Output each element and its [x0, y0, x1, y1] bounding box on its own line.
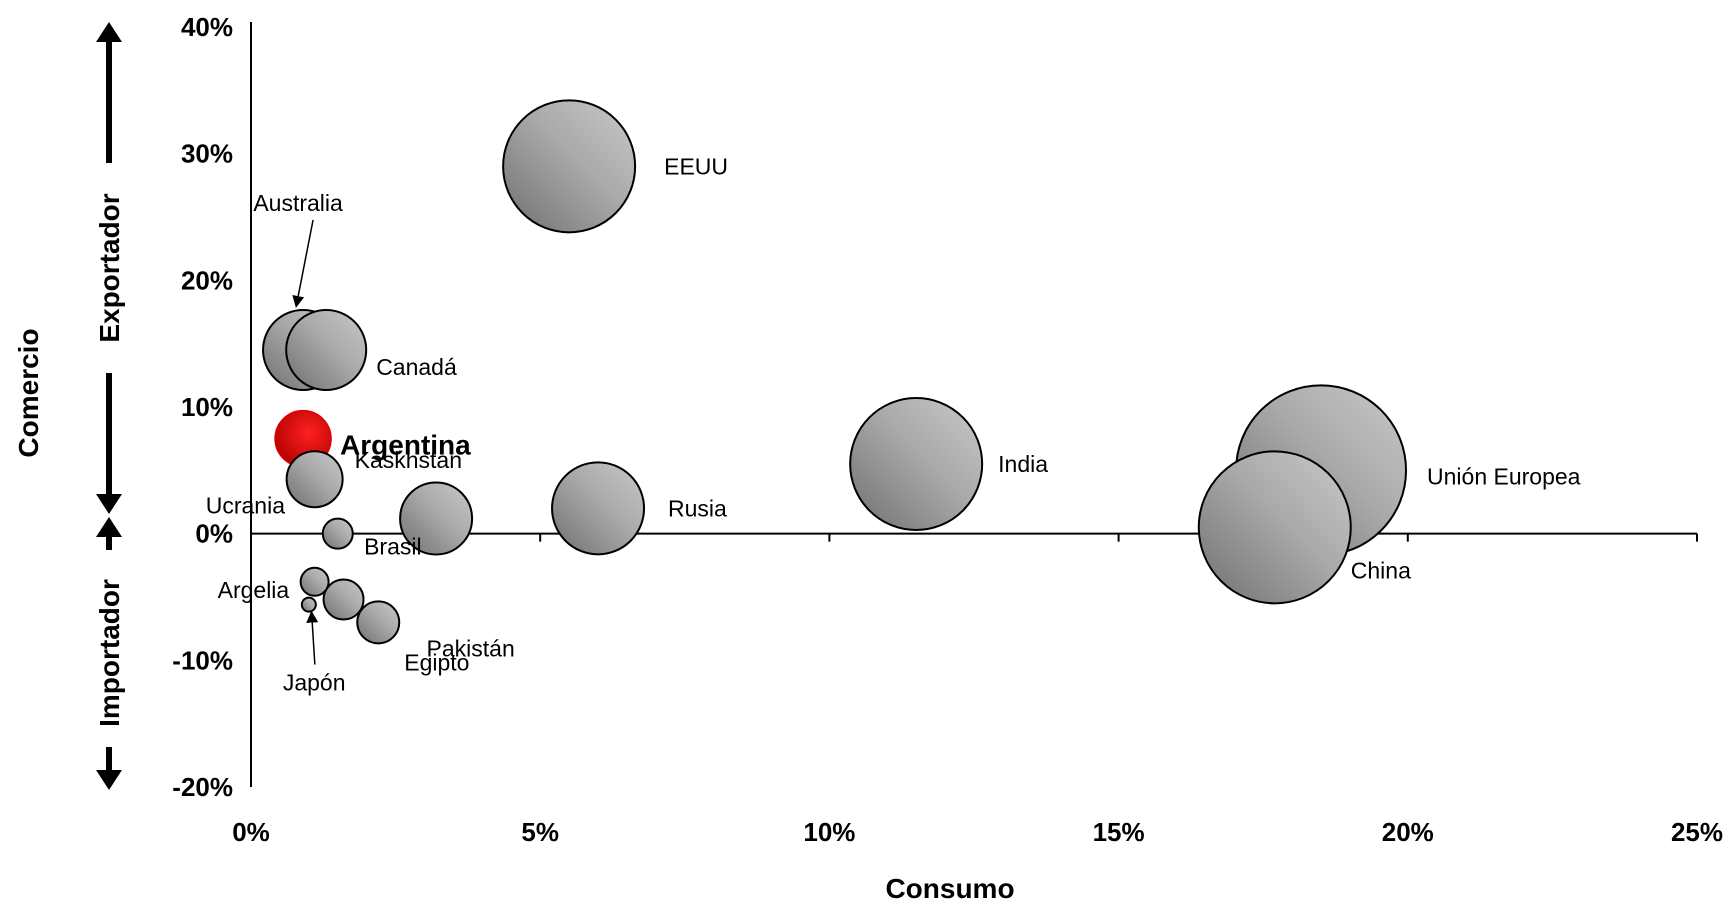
y-tick-label: -20% — [172, 772, 233, 802]
y-tick-label: -10% — [172, 645, 233, 675]
y-tick-label: 30% — [181, 139, 233, 169]
bubble-argelia — [299, 566, 330, 597]
svg-text:Importador: Importador — [94, 579, 125, 727]
label-brasil: Brasil — [364, 533, 422, 559]
label-kaskhstan: Kaskhstan — [355, 447, 462, 473]
bubble-pakist-n — [322, 578, 365, 621]
importer-indicator: Importador — [94, 517, 125, 790]
leader-line-australia — [292, 219, 314, 308]
y-tick-label: 0% — [195, 519, 233, 549]
x-tick-label: 10% — [803, 817, 855, 847]
axes — [250, 22, 1698, 787]
label-eeuu: EEUU — [664, 153, 728, 179]
bubble-ucrania — [321, 517, 354, 550]
bubble-india — [849, 397, 984, 531]
bubble-jap-n — [300, 596, 317, 613]
arrow-down-icon — [96, 770, 122, 790]
leader-line-japon — [306, 610, 319, 665]
label-uni-n-europea: Unión Europea — [1427, 463, 1581, 489]
label-canad-: Canadá — [376, 354, 457, 380]
bubble-kaskhstan — [285, 450, 344, 509]
label-india: India — [998, 451, 1048, 477]
x-tick-label: 0% — [232, 817, 270, 847]
label-rusia: Rusia — [668, 495, 727, 521]
bubble-brasil — [399, 481, 474, 556]
bubbles — [262, 99, 1408, 645]
tick-labels: 0% 5% 10% 15% 20% 25% 40% 30% 20% 10% 0% -10% -20% — [172, 12, 1723, 847]
bubble-egipto — [356, 600, 401, 645]
label-egipto: Egipto — [404, 649, 469, 675]
bubble-canad- — [285, 309, 368, 391]
x-tick-label: 5% — [521, 817, 559, 847]
y-tick-label: 40% — [181, 12, 233, 42]
y-tick-label: 20% — [181, 265, 233, 295]
label-china: China — [1351, 557, 1411, 583]
x-tick-label: 20% — [1382, 817, 1434, 847]
bubble-eeuu — [502, 99, 637, 234]
arrow-up-icon — [96, 517, 122, 537]
exporter-indicator: Exportador — [94, 22, 125, 514]
label-jap-n: Japón — [283, 670, 346, 696]
label-australia: Australia — [253, 190, 343, 216]
bubble-china — [1197, 450, 1352, 605]
arrow-up-icon — [96, 22, 122, 42]
label-ucrania: Ucrania — [206, 493, 285, 519]
x-tick-label: 25% — [1671, 817, 1723, 847]
y-tick-label: 10% — [181, 392, 233, 422]
svg-text:Exportador: Exportador — [94, 193, 125, 342]
bubble-rusia — [551, 461, 646, 556]
label-argelia: Argelia — [218, 577, 290, 603]
x-tick-label: 15% — [1093, 817, 1145, 847]
arrow-down-icon — [96, 494, 122, 514]
x-axis-title: Consumo — [885, 873, 1014, 904]
label-argentina: Argentina — [340, 430, 471, 461]
label-pakist-n: Pakistán — [427, 636, 515, 662]
y-axis-title: Comercio — [13, 328, 44, 457]
